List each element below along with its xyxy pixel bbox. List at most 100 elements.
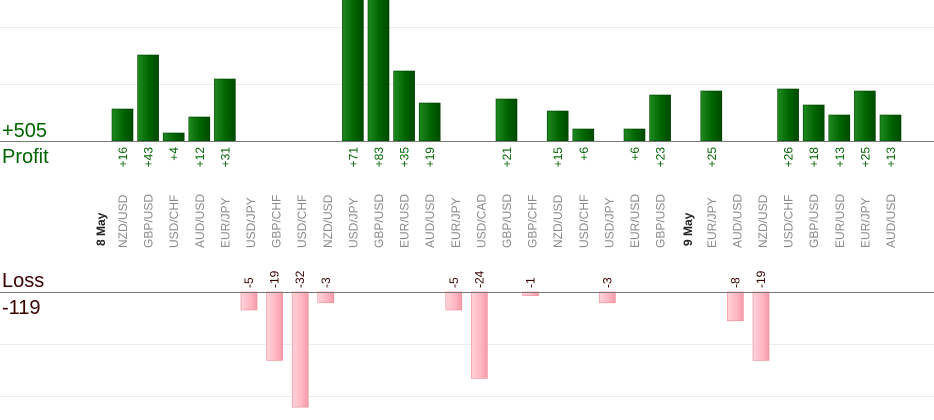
profit-value-label: +18 — [807, 147, 821, 168]
category-label: USD/CHF — [295, 195, 309, 248]
profit-bar — [393, 70, 415, 142]
category-label: GBP/USD — [372, 194, 386, 248]
category-label: USD/JPY — [244, 197, 258, 248]
loss-value-label: -32 — [293, 270, 307, 288]
profit-bar — [188, 116, 211, 142]
profit-bars — [111, 0, 902, 142]
category-label: GBP/USD — [142, 194, 156, 248]
profit-value-label: +21 — [500, 147, 514, 168]
category-label: NZD/USD — [551, 194, 565, 248]
category-label: EUR/USD — [628, 194, 642, 248]
loss-bars — [240, 291, 770, 408]
category-label: USD/JPY — [346, 197, 360, 248]
category-label: GBP/USD — [807, 194, 821, 248]
profit-value-label: +43 — [142, 147, 156, 168]
profit-bar — [572, 128, 595, 142]
profit-bar — [649, 94, 671, 142]
category-label: GBP/CHF — [270, 195, 284, 248]
profit-bar — [137, 54, 159, 142]
category-label: USD/CHF — [167, 195, 181, 248]
profit-bar — [418, 102, 441, 142]
profit-bar — [854, 90, 876, 142]
profit-value-label: +13 — [833, 147, 847, 168]
category-label: NZD/USD — [116, 194, 130, 248]
profit-value-label: +6 — [577, 147, 591, 161]
category-label: EUR/JPY — [705, 197, 719, 248]
profit-bar — [802, 104, 825, 142]
category-label: GBP/USD — [500, 194, 514, 248]
loss-value-label: -5 — [242, 277, 256, 288]
profit-bar — [111, 108, 134, 142]
loss-value-label: -24 — [472, 270, 486, 288]
category-labels: NZD/USD GBP/USD USD/CHF AUD/USD EUR/JPY USD/J… — [94, 194, 898, 248]
loss-value-label: -1 — [524, 277, 538, 288]
category-label: USD/CHF — [782, 195, 796, 248]
profit-value-label: +19 — [423, 147, 437, 168]
loss-value-label: -8 — [728, 277, 742, 288]
profit-bar — [162, 132, 185, 142]
category-label: GBP/USD — [654, 194, 668, 248]
category-label: USD/JPY — [602, 197, 616, 248]
loss-bar — [727, 291, 744, 322]
profit-value-label: +25 — [858, 147, 872, 168]
profit-bar — [879, 114, 902, 142]
category-label: GBP/CHF — [526, 195, 540, 248]
profit-bar — [546, 110, 569, 142]
profit-value-label: +15 — [551, 147, 565, 168]
profit-value-label: +35 — [398, 147, 412, 168]
profit-bar — [828, 114, 851, 142]
profit-value-label: +25 — [705, 147, 719, 168]
profit-value-label: +83 — [372, 147, 386, 168]
loss-value-label: -3 — [319, 277, 333, 288]
loss-value-label: -3 — [600, 277, 614, 288]
profit-bar — [777, 88, 799, 142]
category-label: AUD/USD — [193, 194, 207, 248]
category-label: EUR/JPY — [449, 197, 463, 248]
category-label: EUR/USD — [833, 194, 847, 248]
category-label: USD/CAD — [474, 194, 488, 248]
profit-value-label: +71 — [346, 147, 360, 168]
profit-bar — [700, 90, 723, 142]
loss-value-label: -5 — [447, 277, 461, 288]
category-label: EUR/JPY — [218, 197, 232, 248]
loss-total: -119 — [2, 297, 41, 319]
profit-value-label: +12 — [193, 147, 207, 168]
profit-bar — [623, 128, 646, 142]
loss-value-label: -19 — [268, 270, 282, 288]
profit-value-label: +6 — [628, 147, 642, 161]
profit-value-label: +31 — [218, 147, 232, 168]
profit-value-label: +13 — [884, 147, 898, 168]
loss-bar — [445, 291, 463, 311]
loss-bar — [266, 291, 283, 361]
value-labels: +16 +43 +4 +12 +31 -5 -19 -32 -3 +71 +83 +35 +19 -5 -2… — [116, 147, 898, 288]
loss-bar — [599, 291, 616, 304]
category-label: NZD/USD — [756, 194, 770, 248]
loss-value-label: -19 — [754, 270, 768, 288]
profit-value-label: +4 — [167, 147, 181, 161]
loss-bar — [752, 291, 770, 361]
profit-label: Profit — [2, 146, 49, 168]
profit-value-label: +16 — [116, 147, 130, 168]
profit-bar — [214, 78, 236, 142]
loss-bar — [471, 291, 488, 379]
loss-bar — [240, 291, 258, 311]
profit-bar — [342, 0, 364, 142]
profit-value-label: +26 — [782, 147, 796, 168]
category-label: NZD/USD — [321, 194, 335, 248]
category-label: EUR/JPY — [858, 197, 872, 248]
profit-bar — [367, 0, 390, 142]
category-label: EUR/USD — [398, 194, 412, 248]
category-label: AUD/USD — [423, 194, 437, 248]
date-label: 8 May — [94, 212, 108, 246]
profit-total: +505 — [2, 120, 47, 142]
profit-value-label: +23 — [654, 147, 668, 168]
category-label: USD/CHF — [577, 195, 591, 248]
category-label: AUD/USD — [884, 194, 898, 248]
profit-bar — [495, 98, 518, 142]
loss-label: Loss — [2, 270, 44, 292]
loss-bar — [317, 291, 335, 304]
date-label: 9 May — [681, 212, 695, 246]
loss-bar — [291, 291, 309, 408]
category-label: AUD/USD — [730, 194, 744, 248]
